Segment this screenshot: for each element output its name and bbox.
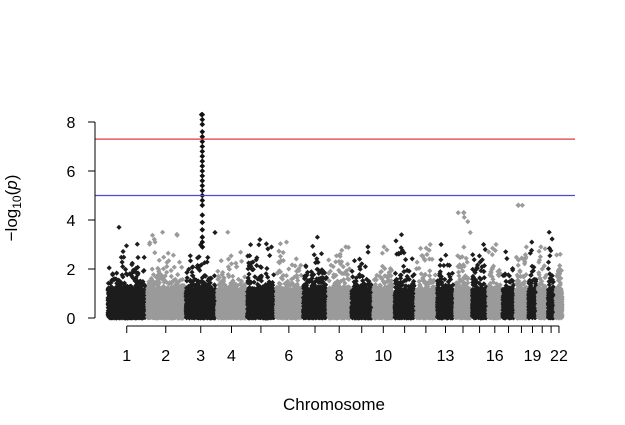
chromosome-22-points bbox=[553, 251, 565, 321]
y-tick-label-0: 0 bbox=[67, 311, 76, 328]
x-tick-label-19: 19 bbox=[524, 348, 542, 365]
y-axis-title-var: p bbox=[2, 180, 21, 190]
x-tick-label-22: 22 bbox=[550, 348, 568, 365]
x-tick-label-2: 2 bbox=[161, 348, 170, 365]
chromosome-20-points bbox=[535, 244, 549, 321]
significant-point-14 bbox=[199, 178, 206, 184]
y-axis-title-close: ) bbox=[2, 175, 21, 181]
significant-point-25 bbox=[199, 244, 206, 250]
significant-snp-points bbox=[199, 111, 522, 250]
y-tick-label-8: 8 bbox=[67, 115, 76, 132]
y-axis-title: −log10(p) bbox=[2, 175, 24, 242]
significant-point-2 bbox=[199, 116, 206, 123]
x-tick-label-13: 13 bbox=[437, 348, 455, 365]
chromosome-10-points bbox=[371, 244, 396, 321]
significant-point-15 bbox=[199, 182, 206, 189]
x-axis-title: Chromosome bbox=[283, 395, 385, 414]
significant-point-11 bbox=[199, 163, 206, 169]
chromosome-1-points bbox=[105, 224, 149, 321]
significant-point-1 bbox=[199, 111, 206, 118]
y-axis-title-subscript: 10 bbox=[10, 195, 24, 209]
significant-point-27 bbox=[515, 202, 522, 209]
chromosome-16-points bbox=[486, 241, 504, 321]
significant-point-18 bbox=[199, 197, 206, 204]
significant-point-16 bbox=[199, 187, 206, 194]
chromosome-19-points bbox=[526, 239, 539, 321]
significant-point-26 bbox=[461, 209, 467, 216]
x-axis: 1 2 3 4 6 8 10 13 16 19 22 bbox=[122, 325, 568, 365]
significant-point-13 bbox=[199, 173, 206, 179]
chromosome-12-points bbox=[413, 241, 438, 321]
y-tick-label-2: 2 bbox=[67, 262, 76, 279]
significant-point-7 bbox=[199, 143, 206, 150]
significant-point-4 bbox=[199, 129, 206, 135]
snp-points bbox=[105, 112, 565, 321]
significant-point-8 bbox=[199, 148, 206, 155]
chromosome-3-points bbox=[183, 112, 218, 321]
chromosome-7-points bbox=[300, 234, 330, 321]
significant-point-22 bbox=[199, 227, 206, 233]
significant-point-24 bbox=[199, 239, 206, 245]
chromosome-8-points bbox=[326, 244, 353, 321]
chromosome-6-points bbox=[273, 239, 304, 321]
y-axis: 0 2 4 6 8 bbox=[67, 115, 96, 328]
chromosome-5-points bbox=[245, 237, 277, 321]
chromosome-13-points bbox=[434, 241, 456, 321]
x-tick-label-10: 10 bbox=[374, 348, 392, 365]
x-tick-label-3: 3 bbox=[196, 348, 205, 365]
x-tick-label-16: 16 bbox=[486, 348, 504, 365]
significant-point-12 bbox=[199, 168, 206, 174]
chromosome-17-points bbox=[500, 249, 517, 321]
chromosome-18-points bbox=[513, 202, 530, 321]
chromosome-14-points bbox=[452, 210, 474, 321]
significant-point-21 bbox=[199, 219, 206, 226]
x-tick-label-4: 4 bbox=[227, 348, 236, 365]
significant-point-9 bbox=[199, 153, 206, 160]
significant-point-6 bbox=[199, 138, 206, 145]
significant-point-19 bbox=[199, 202, 206, 209]
y-tick-label-6: 6 bbox=[67, 164, 76, 181]
significant-point-20 bbox=[199, 212, 206, 218]
chromosome-9-points bbox=[349, 244, 375, 321]
significant-point-5 bbox=[199, 133, 206, 140]
chromosome-2-points bbox=[144, 229, 187, 321]
significant-point-23 bbox=[199, 234, 206, 240]
chromosome-11-points bbox=[392, 232, 417, 321]
y-tick-label-4: 4 bbox=[67, 213, 76, 230]
y-axis-title-open: ( bbox=[2, 189, 21, 195]
x-tick-label-6: 6 bbox=[284, 348, 293, 365]
significant-point-3 bbox=[199, 121, 206, 128]
x-tick-label-8: 8 bbox=[335, 348, 344, 365]
chromosome-4-points bbox=[214, 229, 249, 321]
significant-point-10 bbox=[199, 158, 206, 164]
y-axis-title-prefix: −log bbox=[2, 209, 21, 242]
chromosome-15-points bbox=[469, 241, 490, 321]
x-tick-label-1: 1 bbox=[122, 348, 131, 365]
